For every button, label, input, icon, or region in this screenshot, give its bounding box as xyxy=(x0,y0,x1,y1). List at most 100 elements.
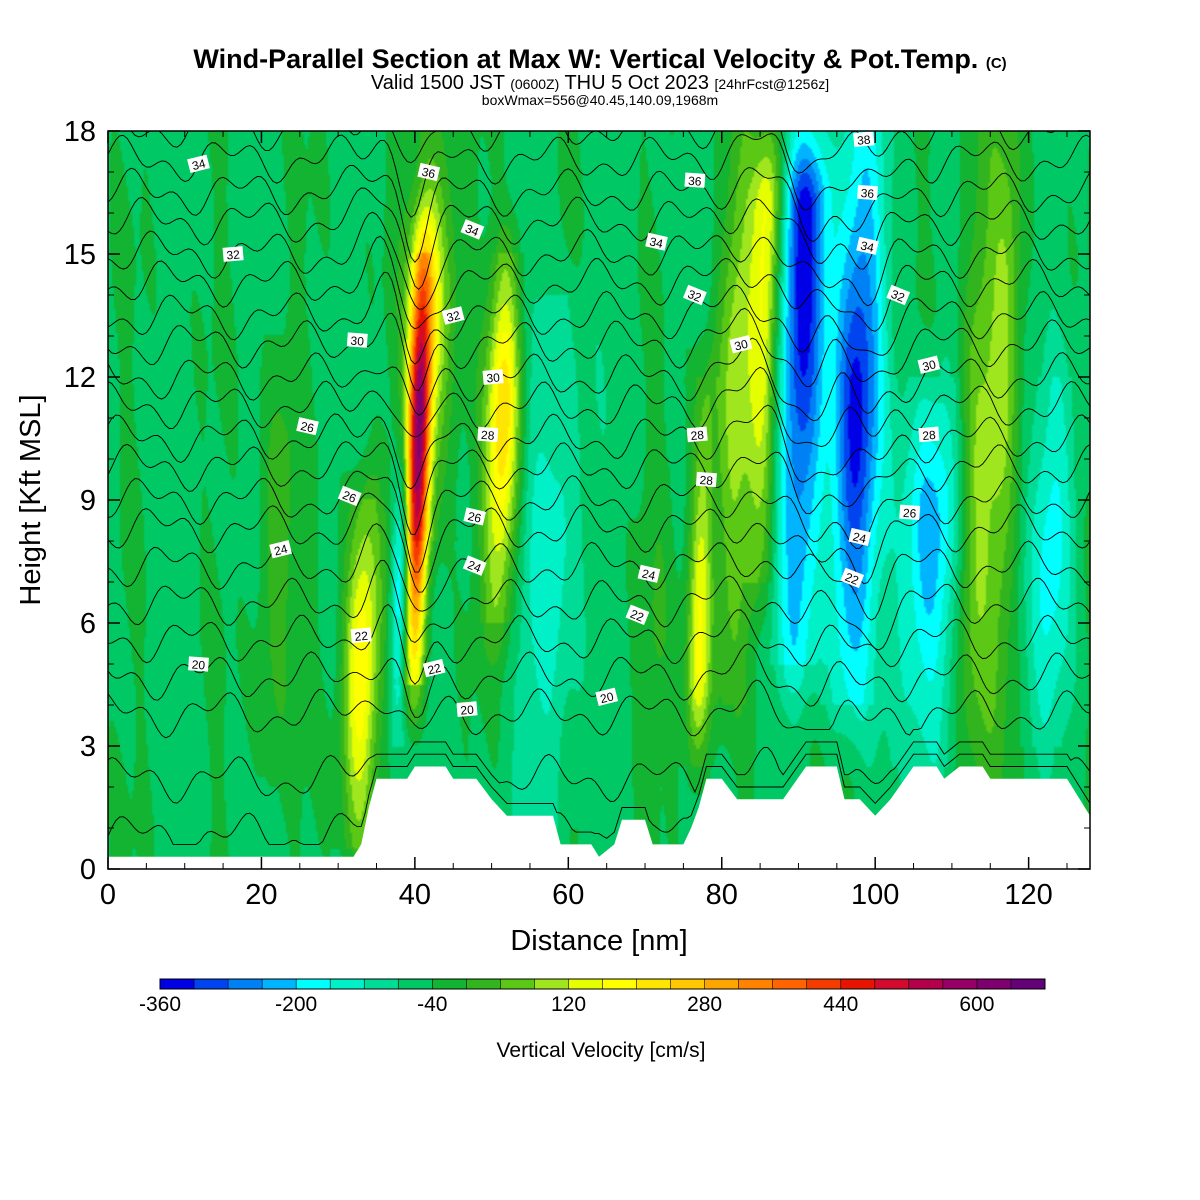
isentrope-label-text: 24 xyxy=(466,558,484,576)
y-tick-label: 9 xyxy=(80,485,96,517)
isentrope-label: 22 xyxy=(625,604,650,626)
colorbar-tick-label: 600 xyxy=(959,993,994,1016)
isentrope-label-bg xyxy=(645,232,668,251)
y-tick-label: 15 xyxy=(64,239,96,271)
colorbar-swatch xyxy=(1010,979,1046,989)
x-tick-label: 0 xyxy=(100,879,116,911)
colorbar-swatch xyxy=(330,979,365,989)
isentrope-label-text: 26 xyxy=(466,509,482,526)
isentrope-line xyxy=(108,211,1090,310)
chart-title: Wind-Parallel Section at Max W: Vertical… xyxy=(0,44,1200,75)
colorbar-swatch xyxy=(500,979,535,989)
isentrope-label: 36 xyxy=(857,184,878,201)
isentrope-label-text: 34 xyxy=(859,238,875,255)
colorbar-tick-label: 280 xyxy=(687,993,722,1016)
colorbar-swatch xyxy=(568,979,603,989)
y-tick-label: 12 xyxy=(64,362,96,394)
isentrope-label: 24 xyxy=(848,527,872,546)
isentrope-label: 20 xyxy=(188,656,209,672)
terrain-mask xyxy=(108,766,1090,869)
isentrope-label-bg xyxy=(417,162,441,182)
colorbar-swatch xyxy=(398,979,433,989)
colorbar-swatch xyxy=(194,979,229,989)
isentrope-label-text: 24 xyxy=(641,566,657,583)
isentrope-line xyxy=(108,492,1090,593)
colorbar-swatch xyxy=(738,979,774,989)
velocity-heatmap xyxy=(108,131,1090,869)
isentrope-label-text: 30 xyxy=(733,337,750,354)
forecast-info: [24hrFcst@1256z] xyxy=(714,76,830,92)
isentrope-label-bg xyxy=(346,332,368,348)
isentrope-label: 32 xyxy=(886,284,911,306)
isentrope-label-text: 28 xyxy=(690,428,705,443)
isentrope-label-text: 22 xyxy=(843,570,861,588)
colorbar-swatch xyxy=(466,979,501,989)
colorbar-swatch xyxy=(874,979,910,989)
isentrope-label-bg xyxy=(856,236,879,255)
isentrope-line xyxy=(108,366,1090,447)
isentrope-label: 20 xyxy=(456,701,478,718)
y-tick-label: 0 xyxy=(80,854,96,886)
isentrope-label-text: 26 xyxy=(341,488,359,506)
isentrope-label: 30 xyxy=(346,332,368,349)
isentrope-label-bg xyxy=(686,426,708,443)
colorbar-tick-label: -360 xyxy=(139,993,181,1016)
isentrope-label-text: 22 xyxy=(354,629,369,644)
y-tick-label: 6 xyxy=(80,608,96,640)
isentrope-label-bg xyxy=(683,284,707,306)
x-tick-label: 60 xyxy=(552,879,584,911)
colorbar-tick-label: -40 xyxy=(417,993,447,1016)
isentrope-label-bg xyxy=(918,426,940,443)
isentrope-label-bg xyxy=(684,172,706,188)
colorbar-swatch xyxy=(942,979,978,989)
isentrope-label: 24 xyxy=(269,539,292,559)
isentrope-label: 28 xyxy=(686,426,708,443)
chart-title-text: Wind-Parallel Section at Max W: Vertical… xyxy=(193,44,979,74)
isentrope-label-bg xyxy=(853,131,875,148)
colorbar-swatch xyxy=(160,979,195,989)
isentrope-line xyxy=(108,470,1090,573)
isentrope-label: 34 xyxy=(460,219,485,240)
colorbar-swatch xyxy=(976,979,1012,989)
isentrope-label-text: 28 xyxy=(481,428,496,443)
colorbar-swatch xyxy=(840,979,876,989)
isentrope-label-text: 20 xyxy=(191,658,206,673)
isentrope-label-bg xyxy=(477,426,499,443)
isentrope-contours xyxy=(108,131,1090,845)
isentrope-label: 30 xyxy=(729,334,753,354)
isentrope-label-bg xyxy=(899,504,921,520)
isentrope-labels: 34 32 30 26 26 24 22 20 36 34 32 30 28 26 24 22 20 36 34 32… xyxy=(187,131,941,718)
colorbar-swatch xyxy=(772,979,808,989)
isentrope-line xyxy=(108,679,1090,739)
isentrope-label-bg xyxy=(857,184,878,201)
isentrope-label: 34 xyxy=(856,236,879,255)
isentrope-label: 26 xyxy=(296,417,319,436)
isentrope-line xyxy=(108,271,1090,365)
isentrope-label-bg xyxy=(595,687,619,707)
isentrope-label-bg xyxy=(695,471,717,488)
isentrope-line xyxy=(108,753,1090,845)
copyright-mark: (C) xyxy=(985,55,1007,72)
isentrope-line xyxy=(108,441,1090,536)
isentrope-label: 28 xyxy=(477,426,499,443)
isentrope-label-bg xyxy=(848,527,872,546)
isentrope-label-bg xyxy=(456,701,478,717)
colorbar-swatch xyxy=(704,979,740,989)
isentrope-label: 20 xyxy=(595,687,619,707)
isentrope-label-text: 32 xyxy=(226,247,241,262)
colorbar: -360 -200 -40 120 280 440 600 xyxy=(139,978,1046,1016)
isentrope-label: 30 xyxy=(482,369,504,386)
colorbar-swatch xyxy=(364,979,399,989)
isentrope-label-bg xyxy=(337,485,362,507)
colorbar-swatch xyxy=(602,979,637,989)
y-tick-label: 18 xyxy=(64,116,96,148)
x-axis-label: Distance [nm] xyxy=(510,925,687,957)
x-axis: 0 20 40 60 80 100 120 xyxy=(100,131,1068,911)
colorbar-tick-label: -200 xyxy=(275,993,317,1016)
colorbar-tick-label: 440 xyxy=(823,993,858,1016)
isentrope-label-bg xyxy=(886,284,911,306)
isentrope-label-bg xyxy=(187,154,210,174)
colorbar-swatch xyxy=(806,979,842,989)
isentrope-label-text: 22 xyxy=(628,607,646,625)
isentrope-label-text: 20 xyxy=(460,703,475,718)
